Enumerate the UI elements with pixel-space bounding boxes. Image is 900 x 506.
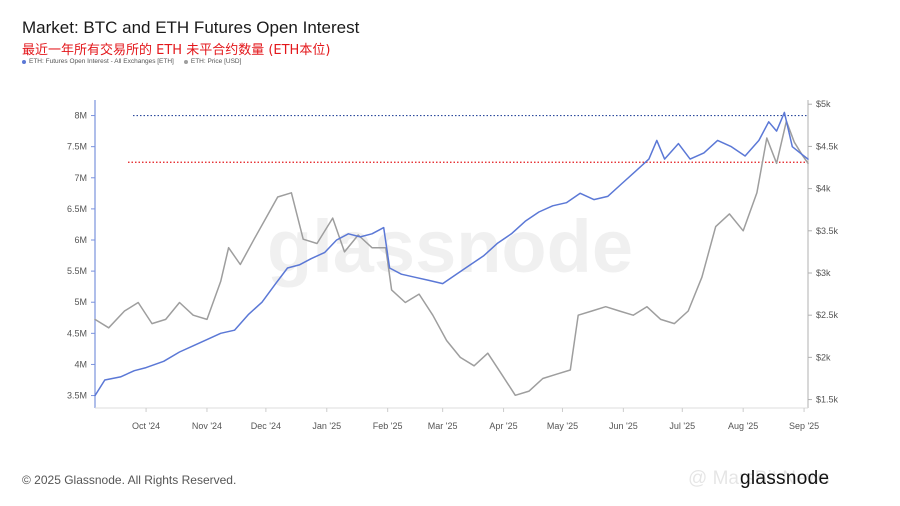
chart-subtitle: 最近一年所有交易所的 ETH 未平合约数量 (ETH本位) [22, 43, 331, 58]
x-tick-label: Nov '24 [192, 421, 222, 431]
brand-logo: glassnode [740, 468, 830, 489]
left-tick-label: 8M [74, 111, 87, 121]
legend-dot-price [183, 59, 188, 64]
x-tick-label: Dec '24 [251, 421, 281, 431]
price-series-line [94, 120, 809, 397]
x-tick-label: Aug '25 [728, 421, 758, 431]
right-tick-label: $2.5k [816, 310, 839, 320]
x-tick-label: Jul '25 [669, 421, 695, 431]
right-tick-label: $1.5k [816, 395, 839, 405]
x-tick-label: Sep '25 [789, 421, 819, 431]
series-group [94, 111, 809, 397]
copyright-text: © 2025 Glassnode. All Rights Reserved. [22, 473, 237, 487]
left-tick-label: 3.5M [67, 391, 87, 401]
chart-axes [91, 100, 812, 412]
x-tick-label: Feb '25 [373, 421, 403, 431]
x-tick-label: May '25 [547, 421, 578, 431]
left-tick-label: 4M [74, 359, 87, 369]
x-tick-label: Mar '25 [428, 421, 458, 431]
left-tick-label: 5M [74, 297, 87, 307]
left-tick-label: 5.5M [67, 266, 87, 276]
legend-item-oi[interactable]: ETH: Futures Open Interest - All Exchang… [22, 58, 174, 65]
chart-watermark: glassnode [267, 205, 633, 288]
reference-lines [128, 114, 808, 163]
left-tick-label: 6.5M [67, 204, 87, 214]
chart-title: Market: BTC and ETH Futures Open Interes… [22, 18, 360, 37]
right-tick-label: $4k [816, 184, 831, 194]
left-tick-label: 7.5M [67, 142, 87, 152]
right-tick-label: $5k [816, 99, 831, 109]
chart-canvas[interactable]: glassnode 3.5M 4M 4.5M 5M 5.5M 6M 6.5M 7M 7.5M 8M… [0, 0, 900, 460]
legend-item-price[interactable]: ETH: Price [USD] [183, 58, 242, 65]
right-tick-label: $2k [816, 352, 831, 362]
left-tick-label: 4.5M [67, 328, 87, 338]
x-tick-label: Oct '24 [132, 421, 160, 431]
x-tick-label: Apr '25 [489, 421, 517, 431]
tick-labels: 3.5M 4M 4.5M 5M 5.5M 6M 6.5M 7M 7.5M 8M $1.5k $2k $2… [67, 99, 839, 431]
chart-legend: ETH: Futures Open Interest - All Exchang… [22, 58, 241, 65]
legend-label-price: ETH: Price [USD] [190, 58, 242, 65]
legend-label-oi: ETH: Futures Open Interest - All Exchang… [29, 58, 174, 65]
right-tick-label: $3.5k [816, 226, 839, 236]
x-tick-label: Jun '25 [609, 421, 638, 431]
right-tick-label: $3k [816, 268, 831, 278]
x-tick-label: Jan '25 [312, 421, 341, 431]
left-tick-label: 7M [74, 173, 87, 183]
oi-series-line [94, 111, 809, 397]
legend-dot-oi [22, 59, 26, 64]
left-tick-label: 6M [74, 235, 87, 245]
right-tick-label: $4.5k [816, 141, 839, 151]
overlay-watermark: @ MarsBit News [688, 468, 830, 489]
